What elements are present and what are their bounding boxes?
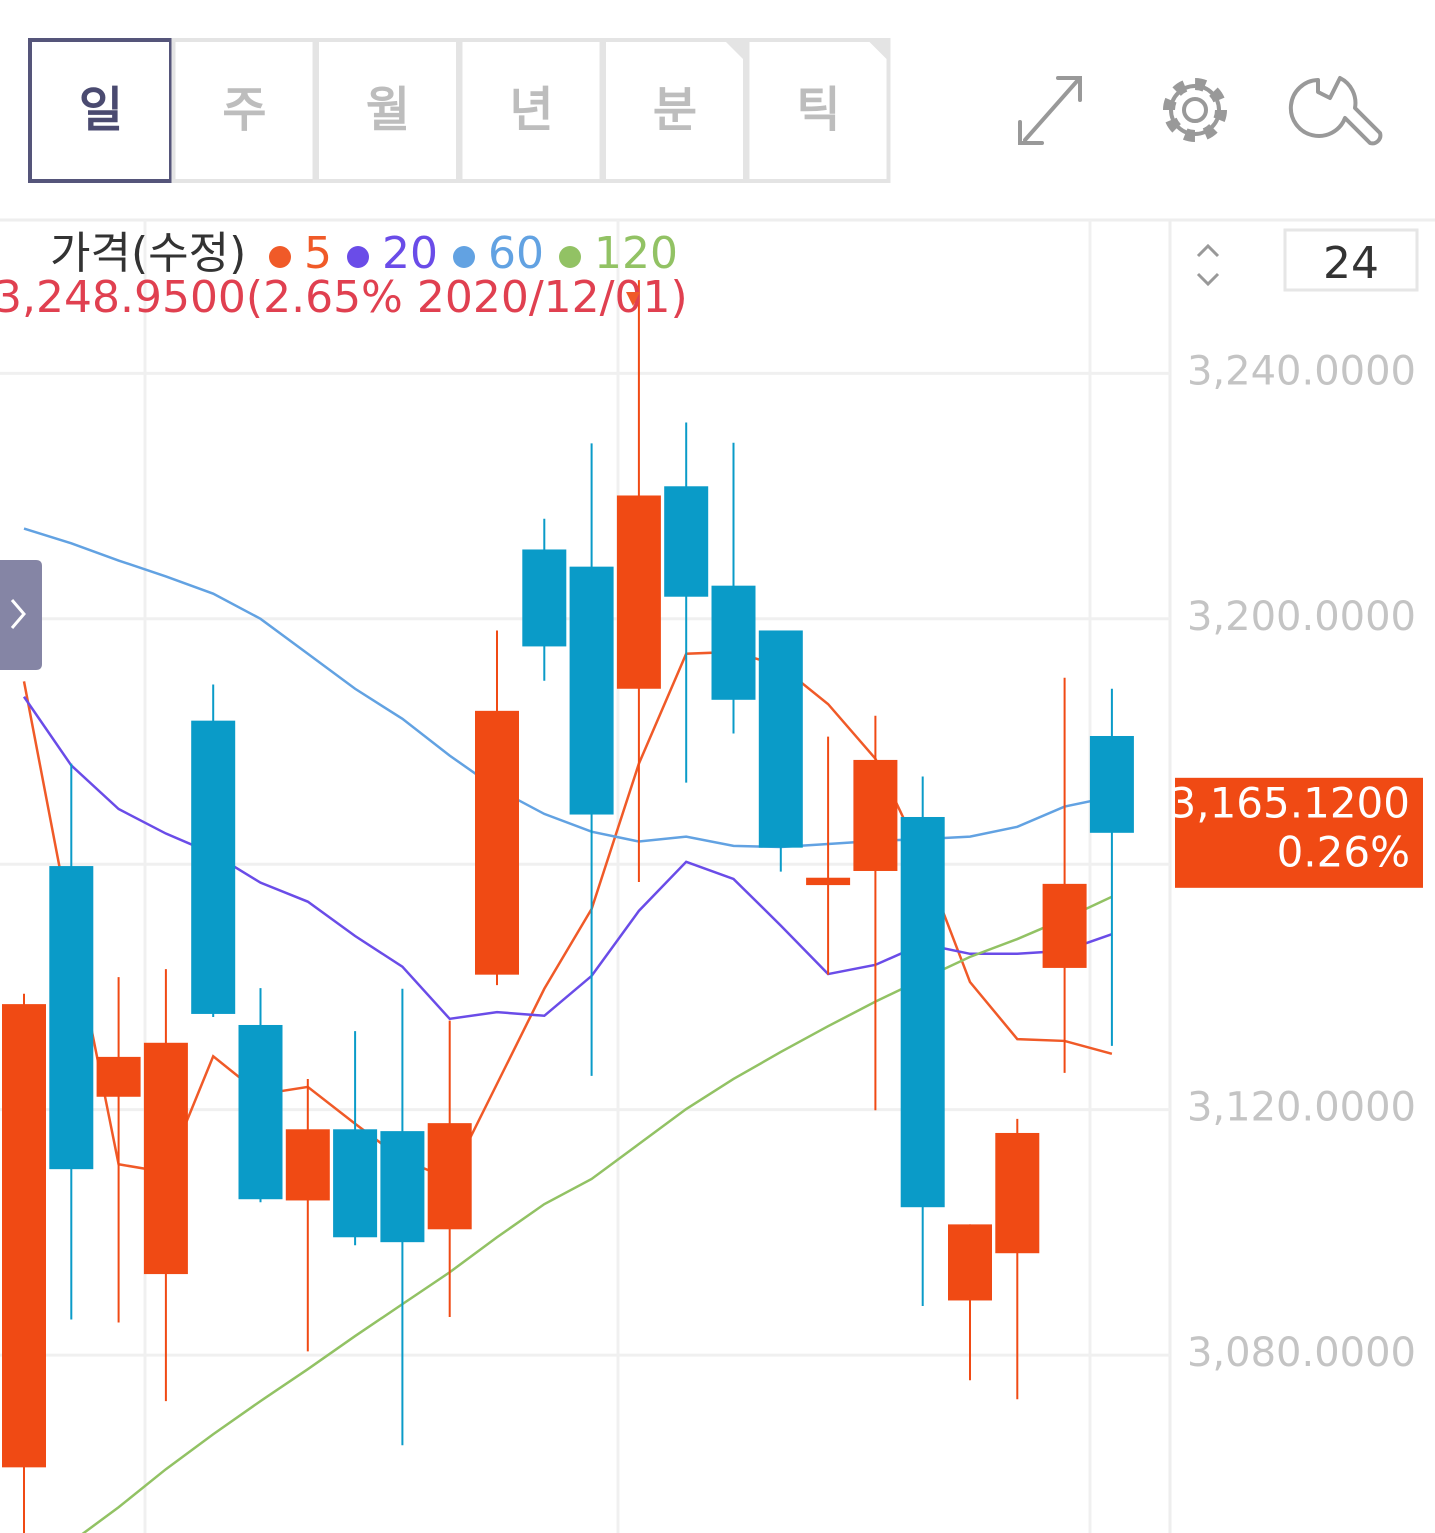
candle-body xyxy=(995,1132,1040,1254)
candle-body xyxy=(1042,883,1087,968)
legend-label: 5 xyxy=(304,228,332,279)
tab[interactable] xyxy=(602,38,747,183)
side-handle[interactable] xyxy=(0,560,42,670)
tab[interactable] xyxy=(171,38,317,183)
y-tick-label: 3,080.0000 xyxy=(1187,1330,1416,1376)
candle-body xyxy=(238,1024,283,1200)
legend-dot xyxy=(453,246,475,268)
candle-body xyxy=(900,816,945,1208)
y-tick-label: 3,240.0000 xyxy=(1187,348,1416,394)
candle-body xyxy=(711,585,756,700)
tools-button[interactable] xyxy=(1288,76,1383,146)
candle-body xyxy=(758,630,803,848)
tab-label: 분 xyxy=(653,82,697,138)
candle-body xyxy=(380,1131,425,1243)
high-marker xyxy=(626,292,640,306)
candle-body xyxy=(285,1129,330,1201)
y-tick-label: 3,200.0000 xyxy=(1187,594,1416,640)
tab[interactable] xyxy=(458,38,604,183)
legend-label: 20 xyxy=(382,228,438,279)
period-input-value: 24 xyxy=(1323,238,1379,289)
tab-corner xyxy=(725,41,744,60)
tab[interactable] xyxy=(745,38,891,183)
high-annotation: 3,248.9500(2.65% 2020/12/01) xyxy=(0,272,688,323)
price-label: 3,165.1200 xyxy=(1170,778,1410,827)
candle-body xyxy=(853,759,898,871)
expand-button[interactable] xyxy=(1018,76,1082,145)
period-stepper[interactable] xyxy=(1196,243,1220,287)
ma-line xyxy=(22,696,1113,1021)
candle-body xyxy=(948,1224,992,1301)
tab[interactable] xyxy=(28,38,173,183)
price-box-bg xyxy=(1175,777,1423,888)
candle-body xyxy=(333,1129,378,1238)
legend-dot xyxy=(559,246,581,268)
y-tick-label: 3,120.0000 xyxy=(1187,1085,1416,1131)
tab-label: 주 xyxy=(222,82,266,138)
candle-body xyxy=(806,877,851,886)
tab-label: 년 xyxy=(509,82,553,138)
tab[interactable] xyxy=(315,38,460,183)
legend-label: 60 xyxy=(488,228,544,279)
legend-dot xyxy=(347,246,369,268)
legend-dot xyxy=(269,246,291,268)
candle-body xyxy=(96,1056,141,1097)
candle-body xyxy=(1089,735,1134,833)
candle-body xyxy=(191,720,236,1014)
ma-line xyxy=(23,527,1113,849)
candle-body xyxy=(569,566,614,815)
legend-title: 가격(수정) xyxy=(50,228,246,279)
candle-body xyxy=(475,710,519,975)
tab-label: 월 xyxy=(366,82,410,138)
plot xyxy=(2,280,1134,1533)
candle-body xyxy=(49,866,94,1170)
tab-label: 틱 xyxy=(796,82,840,138)
tab-label: 일 xyxy=(79,82,123,138)
period-input[interactable] xyxy=(1283,228,1419,292)
settings-button[interactable] xyxy=(1163,78,1227,142)
candle-body xyxy=(143,1042,188,1275)
legend: 가격(수정) 5 20 60 120 xyxy=(50,228,678,279)
candle-body xyxy=(522,549,567,647)
legend-label: 120 xyxy=(594,228,678,279)
candle-body xyxy=(2,1004,46,1468)
candle-body xyxy=(427,1123,472,1230)
tab-corner xyxy=(868,41,888,60)
change-label: 0.26% xyxy=(1277,827,1410,876)
candle-body xyxy=(664,486,709,597)
candle-body xyxy=(616,495,661,689)
